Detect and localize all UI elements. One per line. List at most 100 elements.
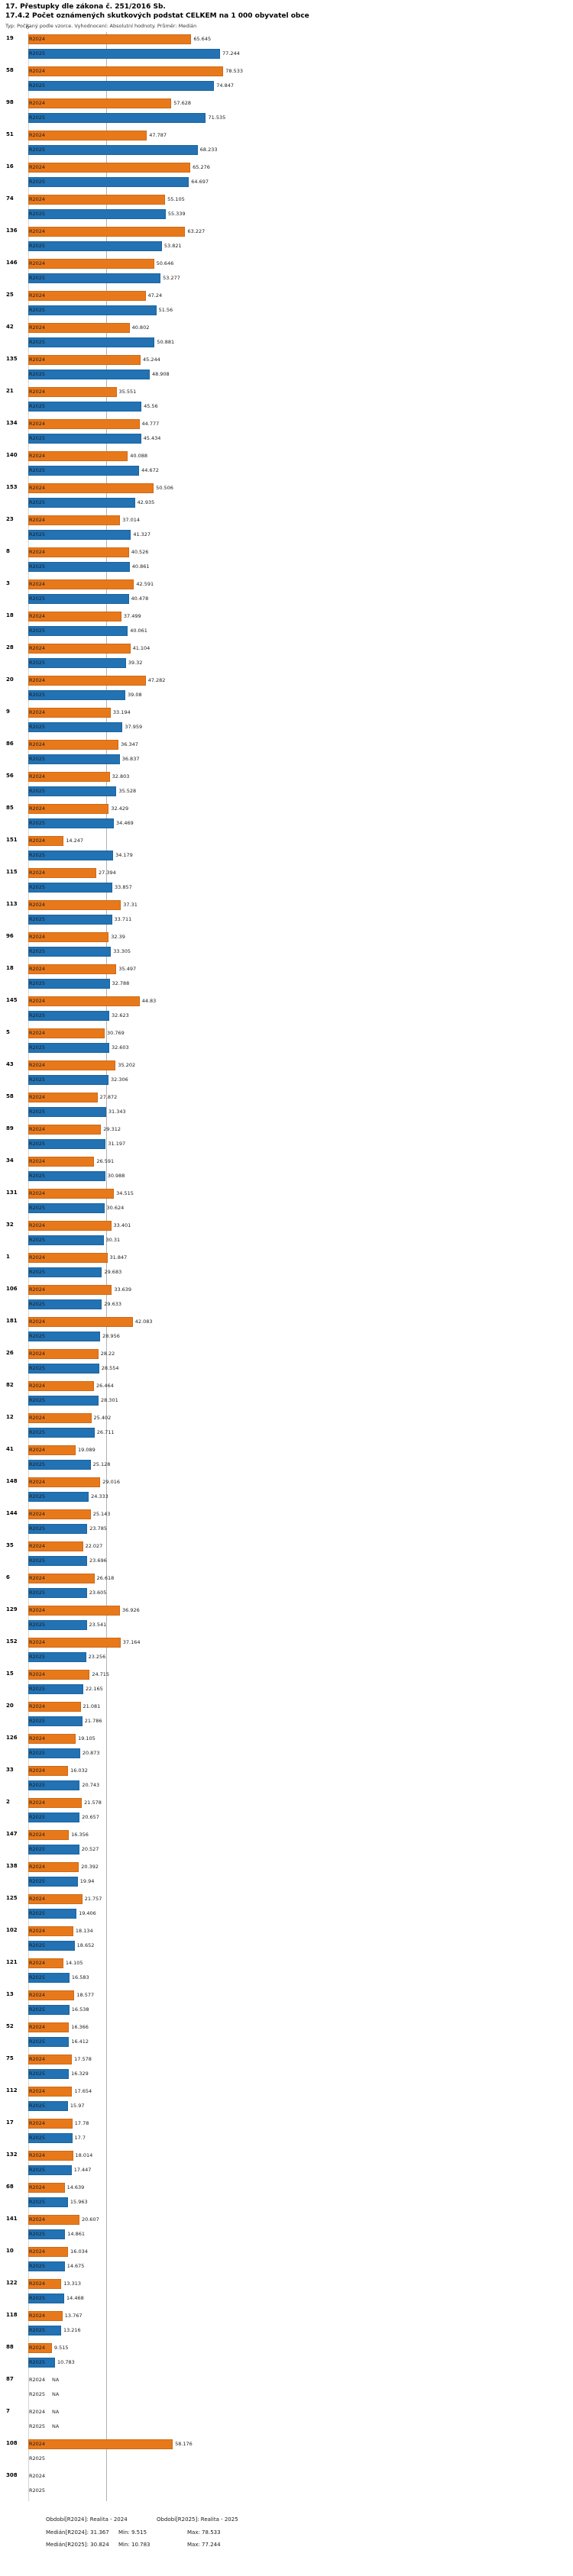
bar-row-r2024: R2024 NA — [0, 2373, 573, 2387]
bar-group: 23 R2024 37.014 R2025 41.327 — [0, 513, 573, 545]
bar-r2025 — [28, 1620, 87, 1630]
bar-row-r2024: R2024 25.143 — [0, 1507, 573, 1522]
bar-row-r2024: R2024 63.227 — [0, 224, 573, 239]
bar-r2024 — [28, 2247, 69, 2257]
bar-group: 16 R2024 65.276 R2025 64.697 — [0, 160, 573, 192]
group-id-label: 28 — [6, 644, 14, 650]
bar-r2025 — [28, 530, 131, 540]
series-tick-label: R2025 — [29, 179, 46, 185]
bar-row-r2024: R2024 16.032 — [0, 1764, 573, 1778]
group-id-label: 308 — [6, 2472, 18, 2478]
series-tick-label: R2024 — [29, 2120, 46, 2126]
bar-row-r2024: R2024 32.429 — [0, 802, 573, 816]
series-tick-label: R2025 — [29, 1012, 46, 1018]
bar-value-label: 55.105 — [167, 196, 185, 202]
bar-r2025 — [28, 722, 123, 732]
series-tick-label: R2025 — [29, 50, 46, 56]
bar-row-r2025: R2025 40.061 — [0, 624, 573, 638]
group-id-label: 75 — [6, 2055, 14, 2061]
bar-value-label: 30.988 — [107, 1173, 125, 1179]
bar-value-label: 33.194 — [112, 709, 131, 715]
bar-row-r2025: R2025 40.861 — [0, 560, 573, 574]
bar-row-r2025: R2025 35.528 — [0, 784, 573, 799]
series-tick-label: R2025 — [29, 1333, 46, 1339]
bar-value-label: 26.618 — [96, 1575, 115, 1581]
bar-r2024 — [28, 1381, 94, 1391]
series-tick-label: R2025 — [29, 692, 46, 698]
bar-row-r2025: R2025 16.538 — [0, 2003, 573, 2017]
bar-value-label: 31.197 — [108, 1141, 126, 1147]
bar-row-r2025: R2025 24.333 — [0, 1490, 573, 1504]
bar-value-label: 44.672 — [141, 467, 159, 473]
series-tick-label: R2024 — [29, 1222, 46, 1228]
bar-r2025 — [28, 1524, 88, 1534]
bar-group: 86 R2024 36.347 R2025 36.837 — [0, 738, 573, 770]
bar-group: 121 R2024 14.105 R2025 16.583 — [0, 1956, 573, 1988]
series-tick-label: R2025 — [29, 948, 46, 954]
bar-value-label: 35.528 — [118, 788, 137, 794]
bar-value-label: 29.683 — [104, 1269, 122, 1275]
series-tick-label: R2024 — [29, 1703, 46, 1709]
bar-r2024 — [28, 66, 224, 76]
series-tick-label: R2024 — [29, 1254, 46, 1261]
series-tick-label: R2024 — [29, 485, 46, 491]
na-value-label: NA — [52, 2423, 60, 2429]
bar-row-r2024: R2024 25.402 — [0, 1411, 573, 1425]
bar-row-r2024: R2024 37.014 — [0, 513, 573, 528]
bar-r2025 — [28, 2069, 70, 2079]
bar-row-r2024: R2024 40.526 — [0, 545, 573, 560]
bar-row-r2025: R2025 29.683 — [0, 1265, 573, 1280]
bar-r2024 — [28, 740, 119, 750]
bar-row-r2025: R2025 48.908 — [0, 367, 573, 382]
group-id-label: 25 — [6, 292, 14, 298]
group-id-label: 33 — [6, 1767, 14, 1773]
series-tick-label: R2024 — [29, 1415, 46, 1421]
bar-r2024 — [28, 259, 154, 269]
bar-value-label: 14.675 — [66, 2263, 85, 2269]
bar-row-r2025: R2025 30.624 — [0, 1201, 573, 1215]
series-tick-label: R2025 — [29, 339, 46, 345]
bar-r2024 — [28, 1125, 102, 1135]
bar-row-r2024: R2024 14.105 — [0, 1956, 573, 1971]
bar-value-label: 27.394 — [99, 870, 116, 876]
bar-group: 108 R2024 58.176 R2025 — [0, 2437, 573, 2469]
group-id-label: 82 — [6, 1382, 14, 1388]
series-tick-label: R2024 — [29, 998, 46, 1004]
series-tick-label: R2025 — [29, 980, 46, 986]
bar-r2025 — [28, 690, 125, 700]
group-id-label: 87 — [6, 2376, 14, 2382]
bar-r2024 — [28, 2343, 52, 2353]
group-id-label: 138 — [6, 1863, 18, 1869]
footer-median-2025: Medián[R2025]: 30.824 — [46, 2542, 109, 2548]
series-tick-label: R2025 — [29, 2263, 46, 2269]
bar-row-r2025: R2025 44.672 — [0, 463, 573, 478]
na-value-label: NA — [52, 2377, 60, 2383]
bar-row-r2024: R2024 78.533 — [0, 64, 573, 79]
bar-value-label: 32.39 — [111, 934, 125, 940]
series-tick-label: R2025 — [29, 2487, 46, 2494]
series-tick-label: R2025 — [29, 499, 46, 505]
bar-r2025 — [28, 145, 198, 155]
bar-value-label: 23.541 — [89, 1622, 107, 1628]
footer-max-2025: Max: 77.244 — [187, 2542, 221, 2548]
group-id-label: 151 — [6, 837, 18, 843]
bar-value-label: 16.329 — [71, 2071, 89, 2077]
bar-value-label: 28.956 — [102, 1333, 120, 1339]
series-tick-label: R2025 — [29, 1237, 46, 1243]
bar-row-r2025: R2025 16.412 — [0, 2035, 573, 2049]
bar-r2024 — [28, 34, 192, 44]
bar-row-r2024: R2024 65.645 — [0, 32, 573, 47]
series-tick-label: R2024 — [29, 389, 46, 395]
bar-row-r2024: R2024 26.591 — [0, 1154, 573, 1169]
bar-group: 2 R2024 21.578 R2025 20.657 — [0, 1796, 573, 1828]
bar-r2024 — [28, 1606, 120, 1616]
bar-row-r2024: R2024 14.247 — [0, 834, 573, 848]
bar-row-r2024: R2024 50.506 — [0, 481, 573, 496]
bar-value-label: 30.769 — [106, 1030, 125, 1036]
bar-value-label: 33.857 — [115, 884, 132, 890]
bar-row-r2025: R2025 50.881 — [0, 335, 573, 350]
series-tick-label: R2024 — [29, 2152, 46, 2158]
bar-r2025 — [28, 113, 206, 123]
bar-r2024 — [28, 1349, 99, 1359]
bar-row-r2025: R2025 28.554 — [0, 1361, 573, 1376]
